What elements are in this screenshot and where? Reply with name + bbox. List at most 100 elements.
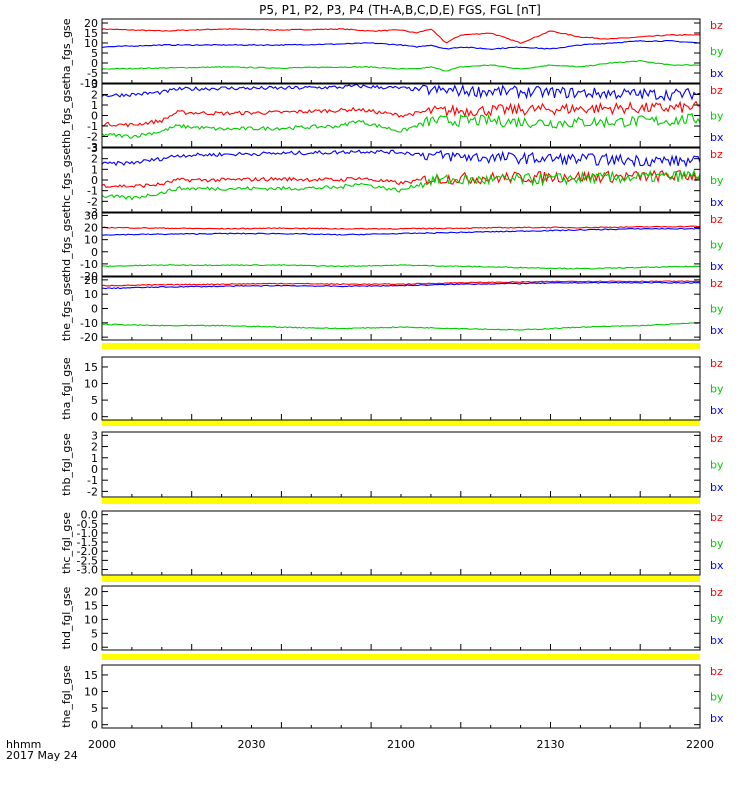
y-tick-label: -10 [80,317,98,330]
y-tick-label: 5 [91,702,98,715]
panel-ylabel: thb_fgs_gse [60,83,73,149]
legend-bz: bz [710,213,723,226]
y-tick-label: 0 [91,246,98,259]
series-line-bx [102,227,700,236]
panel-frame [101,356,701,421]
y-tick-label: 15 [84,27,98,40]
y-tick-label: 10 [84,686,98,699]
panel-ylabel: thc_fgl_gse [60,512,73,574]
series-line-bz [102,225,700,230]
panel-frame [101,431,701,498]
y-tick-label: 3 [91,142,98,155]
y-tick-label: 10 [84,613,98,626]
y-tick-label: 2 [91,441,98,454]
panel-ylabel: tha_fgs_gse [60,18,73,83]
legend-bz: bz [710,586,723,599]
y-tick-label: -3 [87,141,98,154]
y-tick-label: -2 [87,485,98,498]
y-tick-label: -2.0 [77,545,98,558]
y-tick-label: 2 [91,89,98,102]
series-line-bz [102,280,700,287]
y-tick-label: -5 [87,67,98,80]
legend-bz: bz [710,19,723,32]
y-tick-label: 20 [84,586,98,599]
panel-ylabel: thd_fgs_gse [60,212,73,278]
y-tick-label: 15 [84,669,98,682]
x-axis: 2000 2030 2100 2130 2200 [88,738,714,751]
panel-frame [101,585,701,651]
panel-frame [101,212,701,277]
flag-bar-2 [102,420,700,426]
legend-bx: bx [710,324,724,337]
series-line-bz [102,28,700,45]
legend-bx: bx [710,404,724,417]
series-line-bx [102,40,700,50]
y-tick-label: 15 [84,361,98,374]
legend-by: by [710,537,724,550]
panel-ylabel: tha_fgl_gse [60,357,73,420]
legend-bx: bx [710,559,724,572]
y-tick-label: -1 [87,185,98,198]
y-tick-label: 0 [91,110,98,123]
legend-bz: bz [710,84,723,97]
series-line-by [102,59,700,72]
legend-by: by [710,612,724,625]
y-tick-label: 20 [84,222,98,235]
flag-bar-1 [102,343,700,349]
y-tick-label: 1 [91,452,98,465]
y-tick-label: -2.5 [77,554,98,567]
y-tick-label: -1.0 [77,527,98,540]
panel-ylabel: thb_fgl_gse [60,433,73,496]
panel-ylabel: the_fgl_gse [60,665,73,728]
y-tick-label: 5 [91,47,98,60]
series-line-by [102,264,700,270]
legend-bz: bz [710,148,723,161]
legend-bx: bx [710,260,724,273]
panel-thc_fgl_gse: 0.0-0.5-1.0-1.5-2.0-2.5-3.0 thc_fgl_gse bz… [60,509,724,577]
y-tick-label: 10 [84,288,98,301]
y-tick-label: 10 [84,234,98,247]
y-tick-label: 0 [91,303,98,316]
legend-bz: bz [710,432,723,445]
date-label: 2017 May 24 [6,749,78,762]
y-tick-label: 30 [84,209,98,222]
legend-bx: bx [710,712,724,725]
y-tick-label: 0.0 [81,509,99,522]
x-tick-label: 2100 [387,738,415,751]
legend-bz: bz [710,665,723,678]
legend-bx: bx [710,131,724,144]
y-tick-label: 3 [91,78,98,91]
series-line-by [102,169,700,201]
series-line-bx [102,149,700,168]
y-tick-label: -20 [80,270,98,283]
y-tick-label: -1 [87,474,98,487]
y-tick-label: 1 [91,99,98,112]
legend-bz: bz [710,511,723,524]
legend-bz: bz [710,277,723,290]
legend-bx: bx [710,196,724,209]
series-line-bz [102,100,700,128]
panel-tha_fgl_gse: 15 10 5 0 tha_fgl_gse bz by bx [60,356,724,424]
legend-by: by [710,110,724,123]
flag-bar-3 [102,498,700,504]
y-tick-label: 20 [84,274,98,287]
y-tick-label: 0 [91,174,98,187]
panel-ylabel: the_fgs_gse [60,276,73,341]
legend-bz: bz [710,357,723,370]
y-tick-label: 0 [91,411,98,424]
legend-by: by [710,45,724,58]
y-tick-label: -10 [80,77,98,90]
y-tick-label: 0 [91,463,98,476]
chart-title: P5, P1, P2, P3, P4 (TH-A,B,C,D,E) FGS, F… [259,3,541,17]
series-line-by [102,322,700,331]
x-tick-label: 2200 [686,738,714,751]
y-tick-label: 0 [91,641,98,654]
y-tick-label: -2 [87,131,98,144]
